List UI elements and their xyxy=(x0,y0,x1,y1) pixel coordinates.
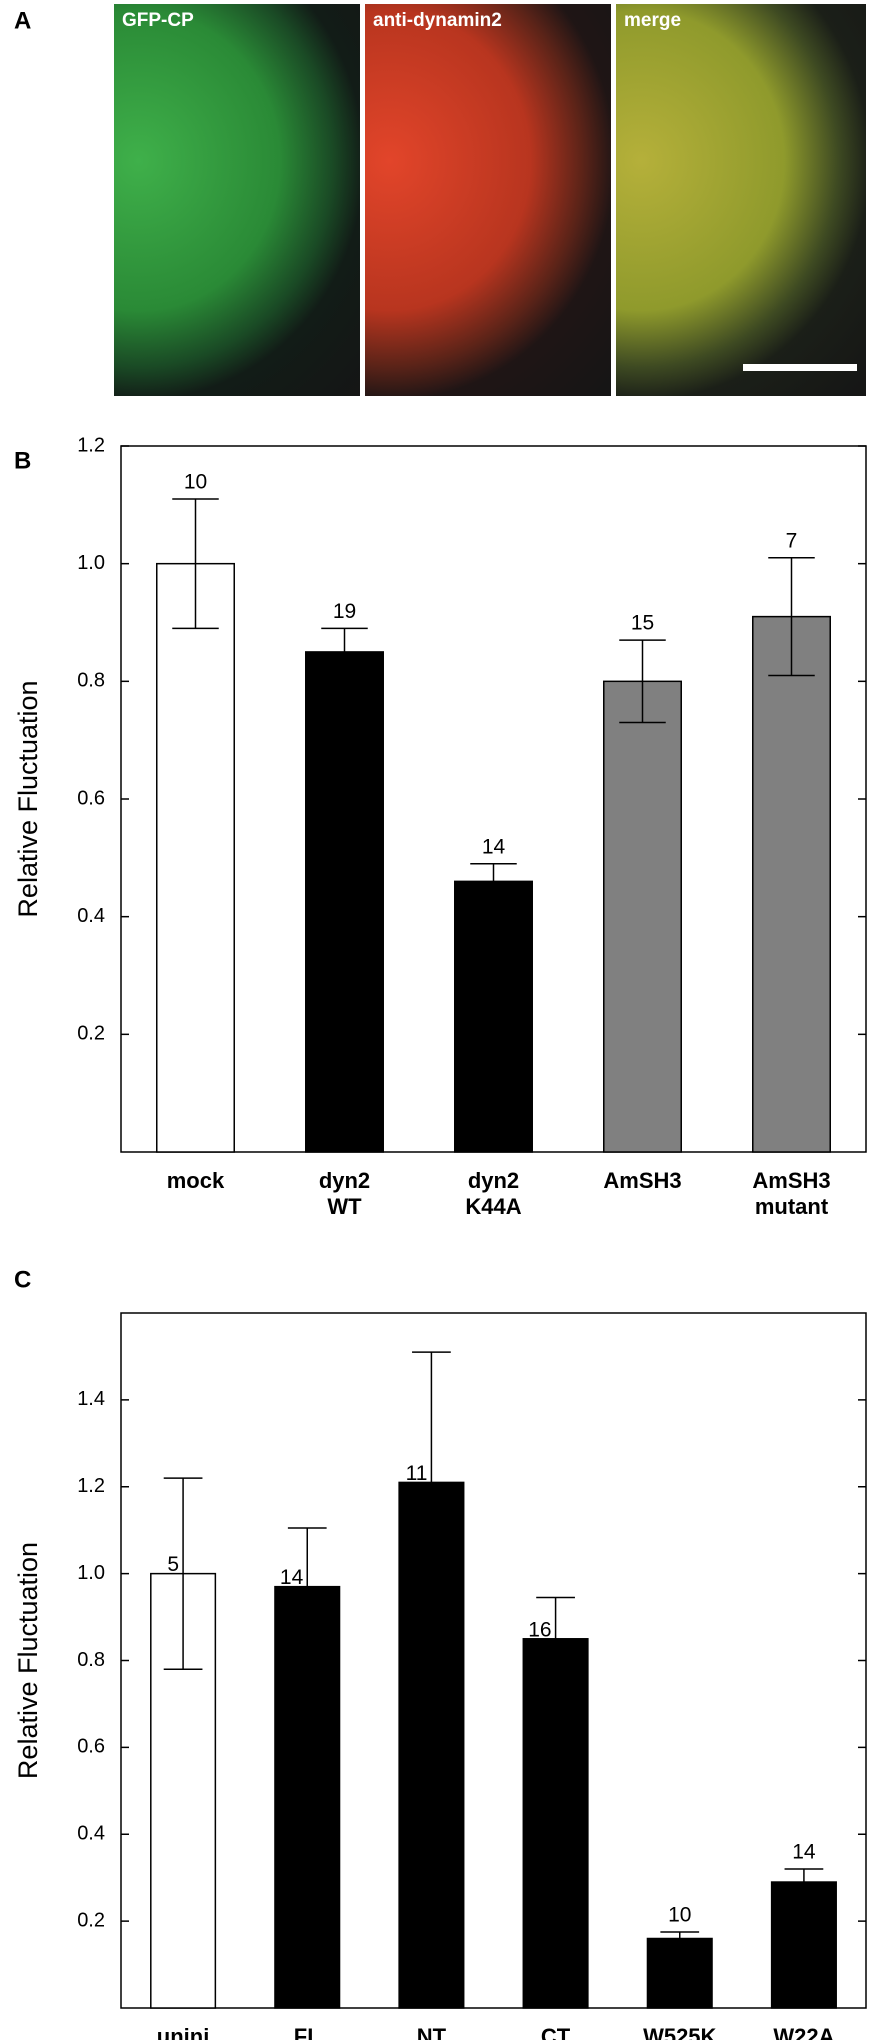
bar xyxy=(603,680,682,1153)
y-axis-label: Relative Fluctuation xyxy=(13,1542,43,1779)
image-label: merge xyxy=(624,10,682,31)
panel-label: C xyxy=(14,1266,31,1293)
y-axis-label: Relative Fluctuation xyxy=(13,680,43,917)
x-tick-label: FL xyxy=(294,2024,321,2040)
y-tick-label: 0.4 xyxy=(77,1823,105,1845)
image-label: GFP-CP xyxy=(122,10,194,31)
image-label: anti-dynamin2 xyxy=(373,10,502,31)
x-tick-label: uninj xyxy=(157,2024,210,2040)
y-tick-label: 0.8 xyxy=(77,1649,105,1671)
bar xyxy=(522,1638,589,2009)
plot-frame xyxy=(120,1312,867,2009)
x-tick-label: AmSH3 mutant xyxy=(752,1168,830,1219)
bar xyxy=(454,880,533,1153)
bar xyxy=(305,651,384,1153)
y-tick-label: 0.8 xyxy=(77,670,105,692)
count-label: 10 xyxy=(184,470,207,493)
y-tick-label: 0.2 xyxy=(77,1909,105,1931)
count-label: 16 xyxy=(528,1618,551,1641)
panel-label: A xyxy=(14,7,31,34)
y-tick-label: 1.0 xyxy=(77,1562,105,1584)
count-label: 19 xyxy=(333,600,356,623)
bar xyxy=(274,1585,341,2009)
bar xyxy=(770,1881,837,2009)
y-tick-label: 1.2 xyxy=(77,1475,105,1497)
x-tick-label: W22A xyxy=(773,2024,834,2040)
x-tick-label: AmSH3 xyxy=(603,1168,681,1193)
count-label: 7 xyxy=(786,529,798,552)
bar xyxy=(646,1937,713,2009)
y-tick-label: 1.0 xyxy=(77,552,105,574)
count-label: 14 xyxy=(482,835,506,858)
scale-bar xyxy=(743,364,857,371)
y-tick-label: 0.4 xyxy=(77,905,105,927)
x-tick-label: CT xyxy=(541,2024,571,2040)
micrograph: merge xyxy=(616,4,866,396)
micrograph: anti-dynamin2 xyxy=(365,4,611,396)
count-label: 10 xyxy=(668,1904,691,1927)
x-tick-label: NT xyxy=(417,2024,447,2040)
count-label: 14 xyxy=(280,1566,304,1589)
count-label: 5 xyxy=(167,1553,179,1576)
x-tick-label: mock xyxy=(167,1168,225,1193)
y-tick-label: 0.6 xyxy=(77,787,105,809)
x-tick-label: dyn2 WT xyxy=(319,1168,370,1219)
panel-label: B xyxy=(14,447,31,474)
count-label: 15 xyxy=(631,612,654,635)
micrograph: GFP-CP xyxy=(114,4,360,396)
y-tick-label: 1.2 xyxy=(77,434,105,456)
y-tick-label: 0.6 xyxy=(77,1736,105,1758)
count-label: 14 xyxy=(792,1841,816,1864)
x-tick-label: dyn2 K44A xyxy=(465,1168,521,1219)
bar xyxy=(150,1572,217,2009)
bar xyxy=(156,562,235,1153)
x-tick-label: W525K xyxy=(643,2024,716,2040)
y-tick-label: 0.2 xyxy=(77,1023,105,1045)
bar xyxy=(752,615,831,1153)
count-label: 11 xyxy=(406,1462,428,1485)
y-tick-label: 1.4 xyxy=(77,1388,105,1410)
